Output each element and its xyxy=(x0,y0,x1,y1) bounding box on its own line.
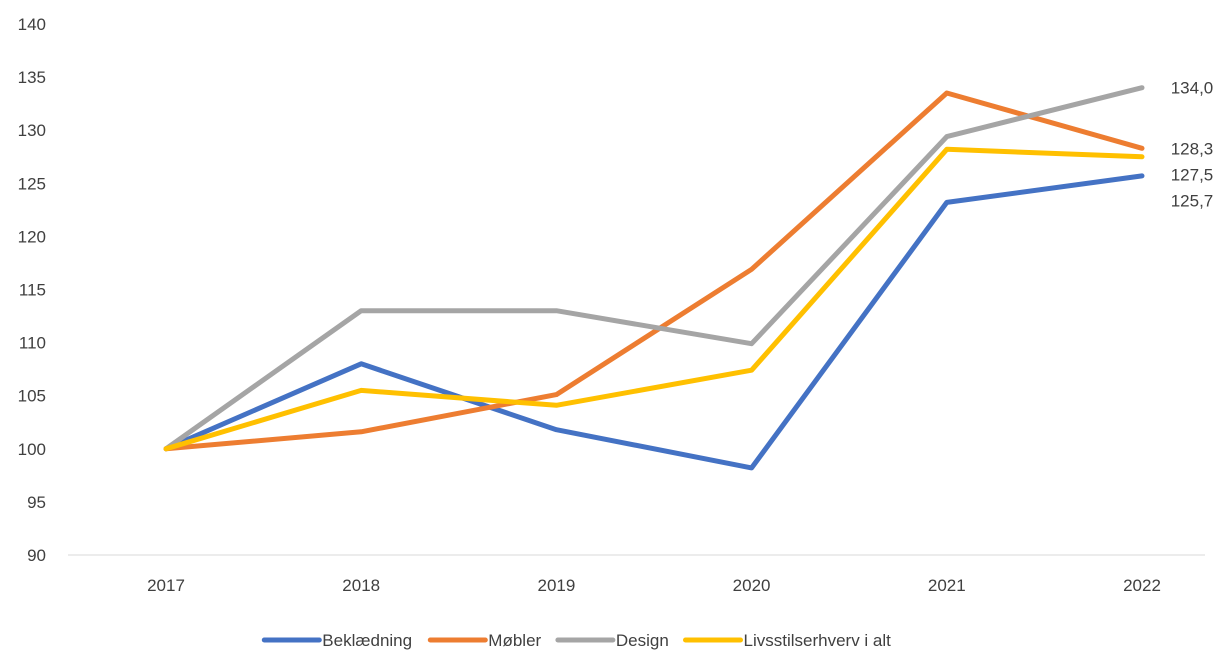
legend-item: Beklædning xyxy=(264,631,412,650)
y-tick-label: 130 xyxy=(18,121,46,140)
legend-label: Møbler xyxy=(488,631,541,650)
x-tick-label: 2017 xyxy=(147,576,185,595)
legend: Beklædning Møbler Design Livsstilserhverv i… xyxy=(264,631,891,650)
y-tick-label: 125 xyxy=(18,174,46,193)
legend-label: Beklædning xyxy=(322,631,412,650)
legend-item: Møbler xyxy=(430,631,541,650)
series-line xyxy=(166,88,1142,449)
y-tick-label: 90 xyxy=(27,546,46,565)
x-axis: 2017 2018 2019 2020 2021 2022 xyxy=(147,576,1161,595)
y-tick-label: 110 xyxy=(19,334,46,353)
y-tick-label: 95 xyxy=(27,493,46,512)
x-tick-label: 2020 xyxy=(733,576,771,595)
x-tick-label: 2022 xyxy=(1123,576,1161,595)
legend-item: Livsstilserhverv i alt xyxy=(686,631,892,650)
series-lines xyxy=(166,88,1142,468)
y-tick-label: 115 xyxy=(19,281,46,300)
legend-label: Design xyxy=(616,631,669,650)
data-label: 125,7 xyxy=(1171,191,1214,210)
series-line xyxy=(166,93,1142,449)
x-tick-label: 2018 xyxy=(342,576,380,595)
y-tick-label: 105 xyxy=(18,387,46,406)
y-tick-label: 135 xyxy=(18,68,46,87)
x-tick-label: 2021 xyxy=(928,576,966,595)
legend-item: Design xyxy=(558,631,669,650)
data-label: 134,0 xyxy=(1171,79,1214,98)
y-axis: 90 95 100 105 110 115 120 125 130 135 140 xyxy=(18,15,46,565)
y-tick-label: 120 xyxy=(18,227,46,246)
data-label: 128,3 xyxy=(1171,139,1214,158)
end-labels: 134,0 128,3 127,5 125,7 xyxy=(1171,79,1214,211)
data-label: 127,5 xyxy=(1171,165,1214,184)
x-tick-label: 2019 xyxy=(537,576,575,595)
y-tick-label: 140 xyxy=(18,15,46,34)
legend-label: Livsstilserhverv i alt xyxy=(744,631,892,650)
y-tick-label: 100 xyxy=(18,440,46,459)
series-line xyxy=(166,176,1142,468)
